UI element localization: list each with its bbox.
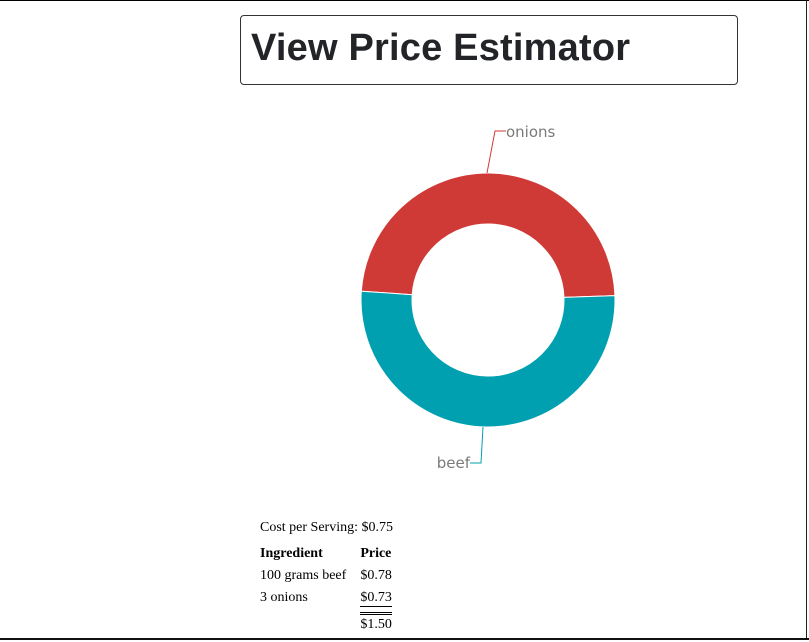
table-header-row: Ingredient Price [260,546,392,568]
price-value: $0.73 [360,590,392,607]
right-border [806,0,807,640]
chart-slices [360,172,616,428]
beef-leader-line [470,426,484,464]
price-cell: $0.78 [360,568,392,583]
total-row: $1.50 [260,612,392,634]
ingredient-cell: 100 grams beef [260,568,347,583]
onions-leader-line [486,130,506,174]
total-spacer [260,612,346,634]
donut-chart: onions beef [360,123,616,472]
title-panel: View Price Estimator [240,15,738,85]
table-row: 100 grams beef $0.78 [260,568,392,590]
price-table: Ingredient Price 100 grams beef $0.78 3 … [258,546,394,634]
top-border [0,0,809,1]
price-cell: $0.73 [348,590,392,612]
cost-per-serving-label: Cost per Serving: [260,520,358,535]
chart-labels: onions beef [437,123,556,472]
total-cell: $1.50 [348,612,392,634]
total-value: $1.50 [360,612,392,633]
cost-per-serving: Cost per Serving: $0.75 [260,520,393,536]
donut-slice-onions [360,172,616,298]
slice-label-onions: onions [506,123,556,141]
column-header-price: Price [360,546,392,561]
cost-per-serving-value: $0.75 [361,520,394,535]
slice-label-beef: beef [437,454,471,472]
ingredient-cell: 3 onions [260,590,308,605]
page-title: View Price Estimator [251,27,631,69]
table-row: 3 onions $0.73 [260,590,392,612]
bottom-border [0,638,809,640]
donut-slice-beef [360,290,616,428]
column-header-ingredient: Ingredient [260,546,323,561]
